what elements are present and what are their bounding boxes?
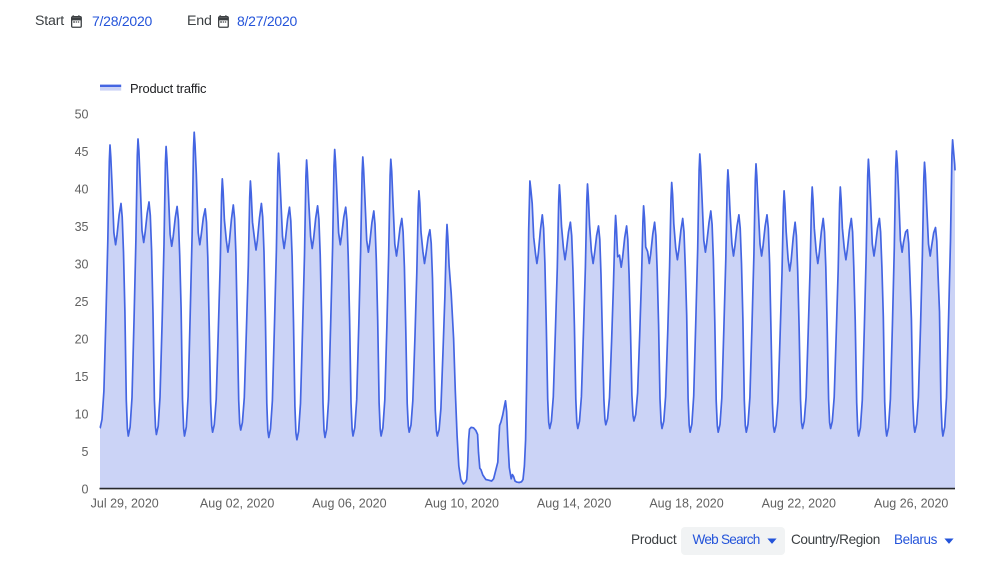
svg-text:Aug 06, 2020: Aug 06, 2020 xyxy=(312,496,386,510)
svg-text:Aug 02, 2020: Aug 02, 2020 xyxy=(200,496,274,510)
svg-text:15: 15 xyxy=(75,370,89,384)
svg-text:20: 20 xyxy=(75,332,89,346)
svg-text:Aug 10, 2020: Aug 10, 2020 xyxy=(425,496,499,510)
svg-text:Jul 29, 2020: Jul 29, 2020 xyxy=(91,496,159,510)
svg-text:10: 10 xyxy=(75,407,89,421)
svg-text:35: 35 xyxy=(75,220,89,234)
svg-text:30: 30 xyxy=(75,257,89,271)
svg-text:Aug 14, 2020: Aug 14, 2020 xyxy=(537,496,611,510)
svg-text:0: 0 xyxy=(82,482,89,496)
svg-text:40: 40 xyxy=(75,182,89,196)
svg-text:Aug 18, 2020: Aug 18, 2020 xyxy=(649,496,723,510)
svg-text:Product traffic: Product traffic xyxy=(130,81,207,96)
svg-text:5: 5 xyxy=(82,445,89,459)
svg-text:Aug 22, 2020: Aug 22, 2020 xyxy=(762,496,836,510)
svg-text:45: 45 xyxy=(75,145,89,159)
svg-text:50: 50 xyxy=(75,107,89,121)
svg-text:Aug 26, 2020: Aug 26, 2020 xyxy=(874,496,948,510)
svg-text:25: 25 xyxy=(75,295,89,309)
